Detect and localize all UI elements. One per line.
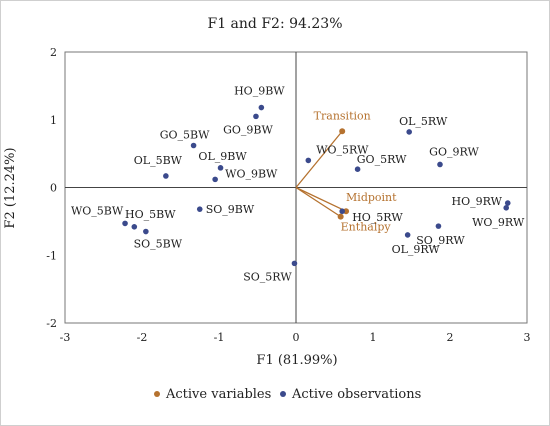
- legend-marker-variables: [154, 391, 160, 397]
- observation-label: HO_5BW: [125, 208, 176, 221]
- observation-point-ho_5rw: [339, 208, 346, 215]
- observation-label: OL_5BW: [134, 154, 183, 167]
- variable-label: Enthalpy: [341, 221, 392, 234]
- observation-label: WO_9RW: [472, 216, 525, 229]
- observation-point-ol_5rw: [406, 129, 412, 135]
- observation-label: GO_9RW: [429, 145, 479, 158]
- x-tick-label: 0: [293, 331, 300, 344]
- observation-point-wo_9bw: [212, 176, 218, 183]
- observation-label: OL_9BW: [198, 150, 247, 163]
- observation-point-so_9bw: [196, 206, 203, 212]
- chart-title: F1 and F2: 94.23%: [207, 16, 342, 32]
- observation-label: GO_5BW: [160, 128, 210, 141]
- observation-label: HO_9RW: [452, 195, 503, 208]
- y-tick-label: 2: [50, 46, 57, 59]
- y-axis-label: F2 (12.24%): [3, 147, 18, 228]
- vector-transition: [295, 130, 343, 188]
- observation-label: HO_5RW: [352, 211, 403, 224]
- y-tick-label: -1: [46, 249, 57, 262]
- observation-label: WO_5BW: [71, 204, 124, 217]
- observation-point-wo_5rw: [305, 157, 312, 164]
- observation-point-ho_9bw: [258, 104, 265, 111]
- variable-vectors: [295, 130, 347, 218]
- observation-point-ol_9rw: [404, 232, 411, 238]
- y-axis-ticks: 2 1 0 -1 -2: [46, 46, 57, 330]
- observation-point-so_9rw: [435, 223, 442, 229]
- observation-point-wo_5bw: [122, 220, 128, 227]
- legend-label-observations: Active observations: [291, 387, 421, 402]
- observation-point-go_5rw: [354, 166, 361, 173]
- y-tick-label: 0: [50, 182, 57, 195]
- point-labels: Transition Midpoint Enthalpy HO_9BW GO_9BW GO…: [71, 85, 525, 284]
- observation-point-go_9rw: [437, 161, 443, 168]
- legend-marker-observations: [280, 391, 286, 397]
- observation-label: SO_5BW: [134, 238, 183, 251]
- observation-label: GO_9BW: [223, 123, 273, 136]
- observation-label: SO_9RW: [416, 234, 465, 247]
- observation-label: GO_5RW: [357, 153, 407, 166]
- observation-point-go_9bw: [253, 113, 259, 120]
- variable-label: Transition: [314, 109, 371, 122]
- legend-label-variables: Active variables: [165, 387, 271, 402]
- variable-point-enthalpy: [337, 213, 344, 220]
- vector-enthalpy: [295, 186, 342, 218]
- observation-label: SO_9BW: [206, 203, 255, 216]
- legend: Active variables Active observations: [154, 387, 421, 402]
- observation-label: HO_9BW: [234, 85, 285, 98]
- observation-label: WO_9BW: [225, 167, 278, 180]
- x-tick-label: -2: [137, 331, 148, 344]
- observation-label: SO_5RW: [243, 270, 292, 283]
- observation-point-wo_9rw: [503, 205, 510, 211]
- data-points: [122, 104, 511, 267]
- x-axis-label: F1 (81.99%): [256, 353, 337, 368]
- vector-midpoint: [295, 186, 347, 212]
- observation-label: WO_5RW: [316, 143, 369, 156]
- observation-label: OL_9RW: [392, 243, 441, 256]
- observation-point-ho_5bw: [131, 223, 138, 230]
- observation-point-go_5bw: [190, 142, 197, 149]
- x-tick-label: -3: [60, 331, 71, 344]
- x-tick-label: 1: [370, 331, 377, 344]
- observation-point-ho_9rw: [504, 200, 511, 206]
- observation-point-so_5rw: [291, 260, 298, 267]
- observation-point-ol_5bw: [163, 173, 169, 179]
- variable-point-transition: [339, 128, 346, 135]
- x-tick-label: -1: [214, 331, 225, 344]
- x-tick-label: 3: [524, 331, 531, 344]
- y-tick-label: 1: [50, 114, 57, 127]
- y-tick-label: -2: [46, 317, 57, 330]
- x-tick-label: 2: [447, 331, 454, 344]
- observation-label: OL_5RW: [399, 115, 448, 128]
- observation-point-so_5bw: [143, 228, 149, 235]
- x-axis-ticks: -3 -2 -1 0 1 2 3: [60, 331, 531, 344]
- variable-label: Midpoint: [346, 191, 397, 204]
- observation-point-ol_9bw: [217, 165, 224, 171]
